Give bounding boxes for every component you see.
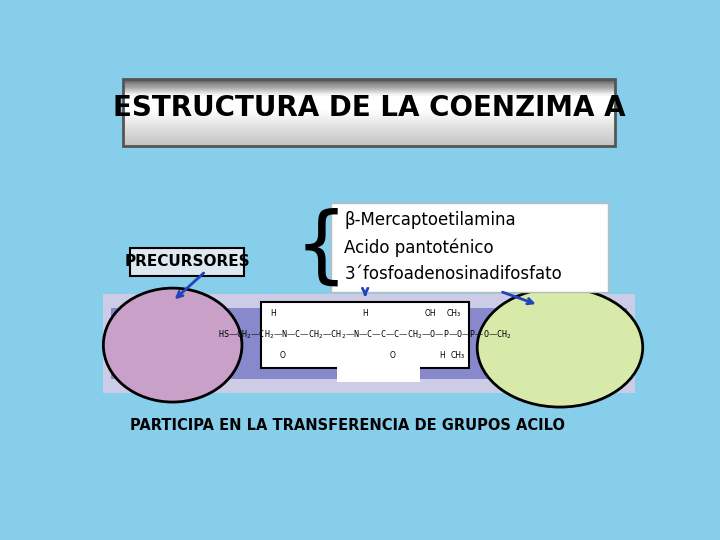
Text: Acido pantoténico: Acido pantoténico <box>344 238 494 256</box>
Bar <box>122 126 616 127</box>
Bar <box>122 92 616 94</box>
Bar <box>122 130 616 131</box>
Bar <box>122 131 616 132</box>
Bar <box>122 111 616 113</box>
Ellipse shape <box>477 288 643 407</box>
Bar <box>122 86 616 88</box>
Text: 3´fosfoadenosinadifosfato: 3´fosfoadenosinadifosfato <box>344 265 562 284</box>
Text: PRECURSORES: PRECURSORES <box>125 254 250 269</box>
Text: H: H <box>362 309 368 318</box>
Bar <box>122 103 616 104</box>
Bar <box>122 98 616 99</box>
Bar <box>261 302 469 368</box>
Bar <box>122 87 616 89</box>
Bar <box>122 125 616 126</box>
Bar <box>122 105 616 106</box>
Bar <box>122 133 616 134</box>
Bar <box>122 129 616 130</box>
Bar <box>122 109 616 111</box>
Bar <box>122 119 616 121</box>
Bar <box>122 145 616 147</box>
Text: HS—CH$_2$—CH$_2$—N—C—CH$_2$—CH$_2$—N—C—C—C—CH$_2$—O—P—O—P—O—CH$_2$: HS—CH$_2$—CH$_2$—N—C—CH$_2$—CH$_2$—N—C—C… <box>218 328 512 341</box>
Bar <box>122 142 616 144</box>
Bar <box>122 143 616 145</box>
Text: {: { <box>294 207 348 288</box>
Bar <box>122 81 616 83</box>
Text: O: O <box>390 350 395 360</box>
Text: OH: OH <box>425 309 436 318</box>
Bar <box>330 204 608 292</box>
Bar <box>122 100 616 102</box>
Bar <box>122 123 616 124</box>
Bar <box>122 118 616 120</box>
Bar <box>122 79 616 146</box>
Bar <box>122 82 616 84</box>
Bar <box>122 80 616 82</box>
Bar <box>122 115 616 116</box>
Bar <box>122 101 616 103</box>
Bar <box>122 107 616 109</box>
Bar <box>122 94 616 96</box>
Bar <box>122 139 616 140</box>
Text: H: H <box>439 350 445 360</box>
Bar <box>122 137 616 139</box>
Bar <box>122 122 616 123</box>
Bar <box>122 91 616 92</box>
Bar <box>130 248 244 276</box>
Bar <box>122 110 616 112</box>
Bar <box>122 135 616 137</box>
Bar <box>122 85 616 87</box>
Bar <box>122 93 616 95</box>
Bar <box>122 117 616 119</box>
Bar <box>122 79 616 80</box>
Text: CH₃: CH₃ <box>446 309 461 318</box>
Bar <box>122 112 616 114</box>
Bar <box>111 308 627 379</box>
Bar <box>122 134 616 136</box>
Text: β-Mercaptoetilamina: β-Mercaptoetilamina <box>344 211 516 230</box>
Bar <box>122 104 616 105</box>
Bar <box>122 96 616 97</box>
Bar <box>337 363 420 382</box>
Bar <box>104 294 634 393</box>
Bar <box>122 136 616 138</box>
Bar <box>122 84 616 86</box>
Text: PARTICIPA EN LA TRANSFERENCIA DE GRUPOS ACILO: PARTICIPA EN LA TRANSFERENCIA DE GRUPOS … <box>130 417 565 433</box>
Bar <box>122 90 616 91</box>
Bar <box>122 120 616 122</box>
Bar <box>122 108 616 110</box>
Bar <box>104 294 634 393</box>
Bar <box>122 113 616 115</box>
Bar <box>122 116 616 117</box>
Bar <box>122 83 616 85</box>
Bar <box>122 99 616 100</box>
Bar <box>122 140 616 141</box>
Bar <box>122 97 616 98</box>
Bar <box>122 127 616 129</box>
Text: CH₃: CH₃ <box>451 350 464 360</box>
Text: H: H <box>270 309 276 318</box>
Text: ESTRUCTURA DE LA COENZIMA A: ESTRUCTURA DE LA COENZIMA A <box>113 94 625 122</box>
Bar <box>122 141 616 142</box>
Bar <box>122 132 616 133</box>
Ellipse shape <box>104 288 242 402</box>
Bar <box>122 89 616 90</box>
Text: O: O <box>280 350 286 360</box>
Bar <box>122 106 616 107</box>
Bar <box>122 144 616 146</box>
Bar <box>122 124 616 125</box>
